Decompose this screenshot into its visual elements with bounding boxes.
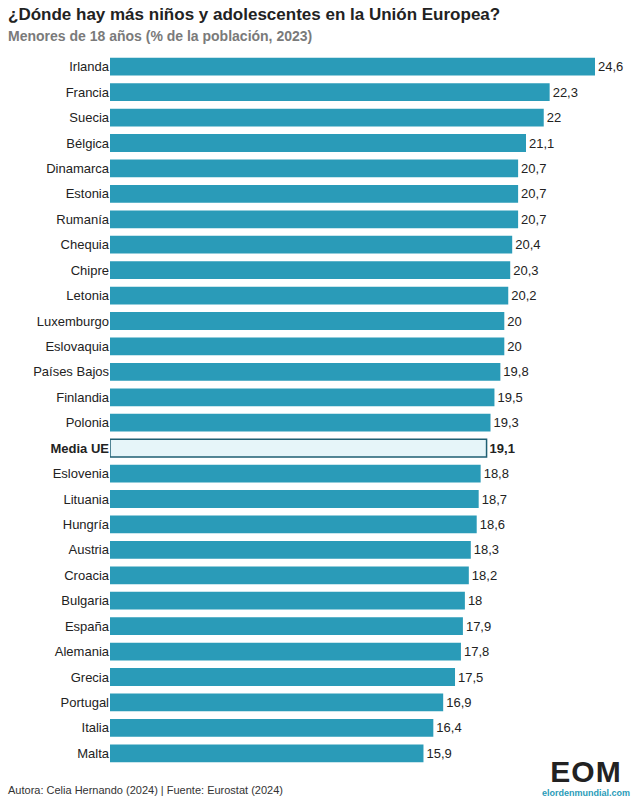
svg-text:Bélgica: Bélgica — [66, 136, 109, 151]
svg-text:Hungría: Hungría — [63, 517, 110, 532]
html-text:elordenmundial.com: elordenmundial.com — [542, 788, 630, 798]
svg-text:20: 20 — [507, 339, 521, 354]
svg-text:Italia: Italia — [82, 720, 110, 735]
svg-text:19,3: 19,3 — [494, 415, 519, 430]
svg-text:Chipre: Chipre — [71, 263, 109, 278]
svg-text:17,8: 17,8 — [464, 644, 489, 659]
svg-text:18,2: 18,2 — [472, 568, 497, 583]
svg-text:18,8: 18,8 — [484, 466, 509, 481]
svg-text:Croacia: Croacia — [64, 568, 110, 583]
svg-text:16,9: 16,9 — [446, 695, 471, 710]
svg-text:22,3: 22,3 — [553, 85, 578, 100]
svg-text:20,3: 20,3 — [513, 263, 538, 278]
svg-text:Alemania: Alemania — [55, 644, 110, 659]
svg-text:Letonia: Letonia — [66, 288, 109, 303]
svg-text:Lituania: Lituania — [63, 492, 109, 507]
svg-text:Irlanda: Irlanda — [69, 59, 110, 74]
svg-text:19,1: 19,1 — [490, 441, 515, 456]
svg-text:18,3: 18,3 — [474, 542, 499, 557]
svg-text:20,2: 20,2 — [511, 288, 536, 303]
svg-text:20,7: 20,7 — [521, 161, 546, 176]
svg-text:Austria: Austria — [69, 542, 110, 557]
svg-text:Países Bajos: Países Bajos — [33, 364, 109, 379]
svg-text:Finlandia: Finlandia — [56, 390, 110, 405]
svg-text:Suecia: Suecia — [69, 110, 110, 125]
svg-text:Dinamarca: Dinamarca — [46, 161, 110, 176]
html-text:Menores de 18 años (% de la po: Menores de 18 años (% de la población, 2… — [8, 28, 313, 44]
svg-text:20,7: 20,7 — [521, 212, 546, 227]
svg-text:Estonia: Estonia — [66, 186, 110, 201]
html-text:Autora: Celia Hernando (2024): Autora: Celia Hernando (2024) | Fuente: … — [8, 784, 283, 796]
svg-text:Portugal: Portugal — [61, 695, 110, 710]
svg-text:Malta: Malta — [77, 746, 110, 761]
svg-text:Chequia: Chequia — [61, 237, 110, 252]
svg-text:Media UE: Media UE — [50, 441, 109, 456]
svg-text:24,6: 24,6 — [598, 59, 623, 74]
svg-text:España: España — [65, 619, 110, 634]
svg-text:Eslovaquia: Eslovaquia — [45, 339, 109, 354]
html-text:¿Dónde hay más niños y adolesc: ¿Dónde hay más niños y adolescentes en l… — [8, 5, 501, 24]
svg-text:18,7: 18,7 — [482, 492, 507, 507]
svg-text:Luxemburgo: Luxemburgo — [37, 314, 109, 329]
svg-text:20,4: 20,4 — [515, 237, 540, 252]
svg-text:Grecia: Grecia — [71, 670, 110, 685]
svg-text:21,1: 21,1 — [529, 136, 554, 151]
svg-text:20: 20 — [507, 314, 521, 329]
svg-text:16,4: 16,4 — [436, 720, 461, 735]
svg-text:Francia: Francia — [66, 85, 110, 100]
svg-text:15,9: 15,9 — [426, 746, 451, 761]
svg-text:Eslovenia: Eslovenia — [53, 466, 110, 481]
svg-text:17,9: 17,9 — [466, 619, 491, 634]
svg-text:19,5: 19,5 — [497, 390, 522, 405]
svg-text:18: 18 — [468, 593, 482, 608]
svg-text:22: 22 — [547, 110, 561, 125]
svg-text:Polonia: Polonia — [66, 415, 110, 430]
svg-text:Bulgaria: Bulgaria — [61, 593, 109, 608]
svg-text:17,5: 17,5 — [458, 670, 483, 685]
svg-text:18,6: 18,6 — [480, 517, 505, 532]
html-text:EOM: EOM — [550, 755, 622, 788]
svg-text:20,7: 20,7 — [521, 186, 546, 201]
svg-text:Rumanía: Rumanía — [56, 212, 110, 227]
svg-text:19,8: 19,8 — [503, 364, 528, 379]
